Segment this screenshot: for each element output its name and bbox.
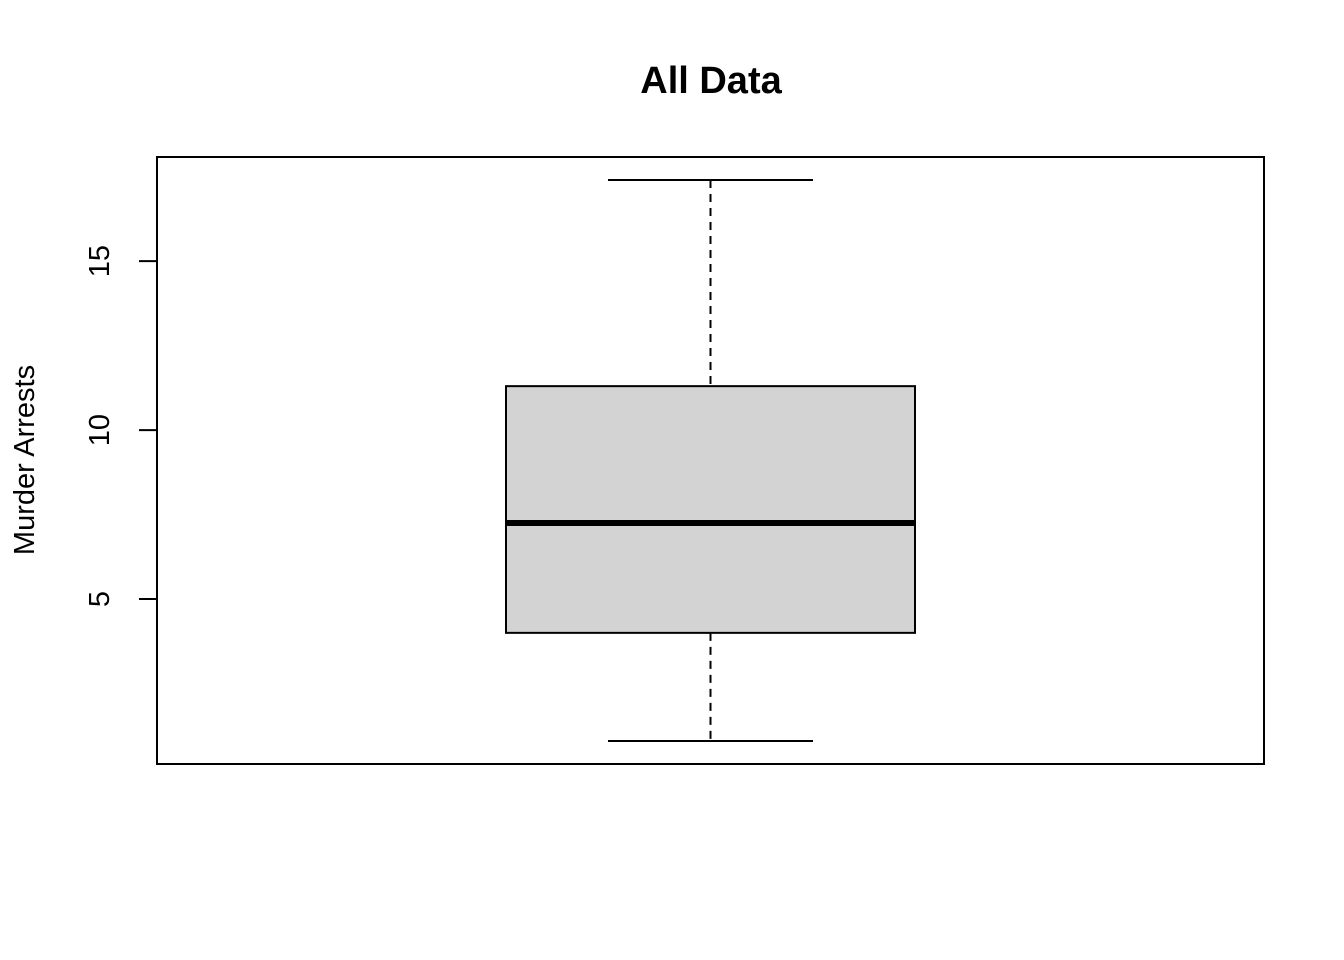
box-group — [505, 179, 916, 742]
y-axis: 5 10 15 — [84, 245, 158, 607]
y-tick-label: 10 — [84, 414, 116, 446]
y-axis-label: Murder Arrests — [9, 365, 41, 555]
y-tick-label: 15 — [84, 245, 116, 277]
y-tick-label: 5 — [84, 591, 116, 607]
iqr-box — [505, 385, 916, 634]
chart-title: All Data — [640, 60, 782, 102]
